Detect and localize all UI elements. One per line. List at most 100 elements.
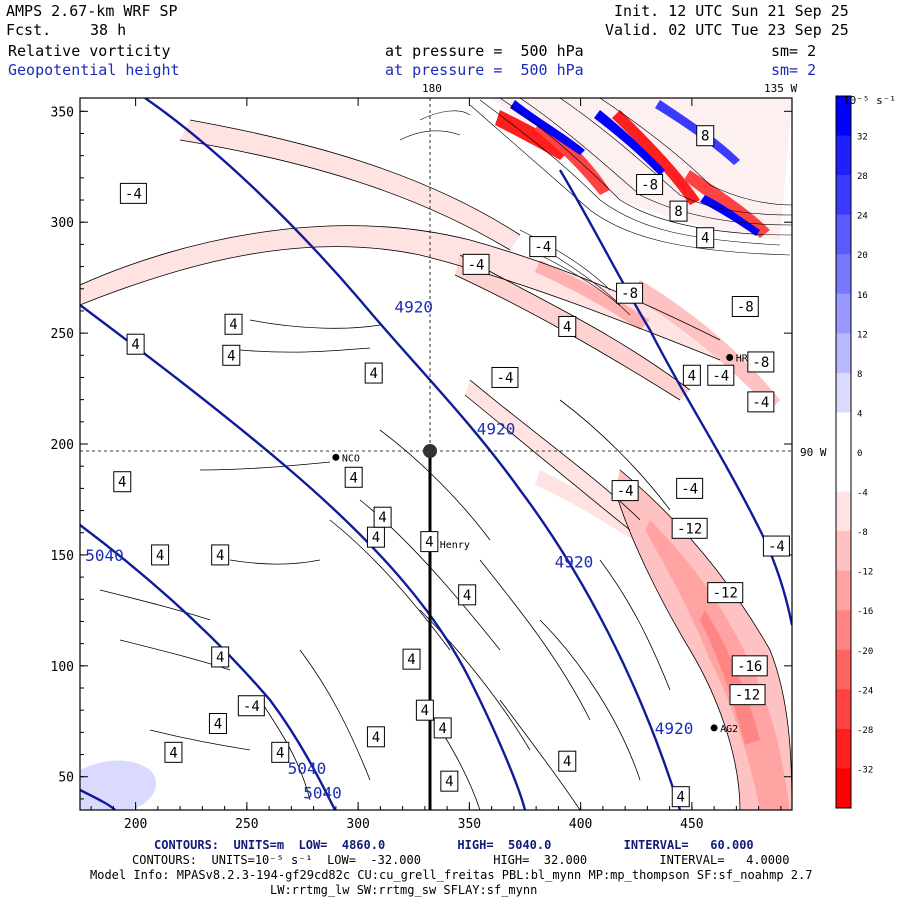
vorticity-label-text: 4 [677,790,685,806]
valid-time: Valid. 02 UTC Tue 23 Sep 25 [605,21,849,39]
x-tick-label: 400 [569,817,592,832]
axis-tick-labels: 200 250 300 350 400 450 350 300 250 200 150 100 50 [51,105,704,832]
vorticity-label-box [151,544,170,566]
vorticity-label-text: -12 [713,586,738,602]
vorticity-label-text: 4 [349,470,357,486]
footer-height-contours: CONTOURS: UNITS=m LOW= 4860.0 HIGH= 5040… [154,838,754,852]
vorticity-label-text: 4 [463,588,471,604]
vorticity-label-text: -4 [468,257,485,273]
vorticity-label-box [420,531,439,553]
vorticity-label-box [747,391,775,413]
colorbar-swatch [836,728,851,769]
vorticity-label-text: -4 [712,368,729,384]
forecast-label: Fcst. [6,21,52,39]
vorticity-label-box [696,227,715,249]
footer-model-info: Model Info: MPASv8.2.3-194-gf29cd82c CU:… [90,868,813,882]
vorticity-label-text: 4 [407,652,415,668]
colorbar-level: -8 [857,528,868,538]
field2-level: at pressure = 500 hPa [385,61,584,79]
station-dot [710,724,718,732]
vorticity-label: -12 [729,684,766,706]
colorbar-level: 16 [857,291,868,301]
vorticity-label-text: -4 [617,484,634,500]
vorticity-label-text: 4 [563,754,571,770]
field1-level: at pressure = 500 hPa [385,42,584,60]
vorticity-band [80,760,157,810]
vorticity-label-box [669,200,688,222]
vorticity-label-box [373,506,392,528]
vorticity-band [700,195,760,236]
height-label: 4920 [555,553,594,572]
vorticity-label: 4 [402,648,421,670]
vorticity-band [700,610,760,745]
vorticity-label-text: 4 [438,721,446,737]
station-dot [726,354,734,362]
vorticity-label-box [731,295,759,317]
y-tick-label: 150 [51,549,74,564]
vorticity-label-box [222,344,241,366]
vorticity-label-box [558,315,577,337]
vorticity-label-text: 4 [276,745,284,761]
colorbar-level: 4 [857,409,862,419]
x-tick-label: 250 [235,817,258,832]
vorticity-band [465,380,640,530]
vorticity-label-box [611,480,639,502]
vorticity-label-box [491,366,519,388]
vorticity-label: -4 [119,182,147,204]
y-tick-label: 350 [51,105,74,120]
vorticity-label: 4 [415,699,434,721]
vorticity-band [684,170,770,238]
vorticity-label-box [208,712,227,734]
vorticity-label: -12 [707,582,744,604]
vorticity-label: -8 [616,282,644,304]
footer-vorticity-contours: CONTOURS: UNITS=10⁻⁵ s⁻¹ LOW= -32.000 HI… [132,853,790,867]
vorticity-label: 4 [558,315,577,337]
vorticity-label-text: -4 [752,395,769,411]
vorticity-label: 4 [211,544,230,566]
height-label: 5040 [303,783,342,802]
station-name: NCO [342,453,360,464]
vorticity-label: -4 [462,253,490,275]
colorbar-swatch [836,531,851,572]
vorticity-label: 4 [366,526,385,548]
vorticity-band [612,110,700,205]
x-tick-label: 200 [124,817,147,832]
vorticity-label: 4 [682,364,701,386]
colorbar-swatch [836,452,851,493]
vorticity-label-box [529,236,557,258]
colorbar-swatch [836,135,851,176]
forecast-value: 38 h [90,21,127,39]
vorticity-band [594,110,665,176]
colorbar-swatch [836,649,851,690]
x-tick-label: 450 [680,817,703,832]
vorticity-label: -4 [237,695,265,717]
colorbar-level: -24 [857,686,873,696]
vorticity-label-box [696,125,715,147]
vorticity-label: 4 [558,750,577,772]
vorticity-label-box [462,253,490,275]
colorbar-swatch [836,570,851,611]
vorticity-label-text: 4 [227,348,235,364]
vorticity-label: 4 [458,584,477,606]
colorbar-swatch [836,689,851,730]
vorticity-label-text: -4 [534,240,551,256]
vorticity-label-box [731,655,768,677]
vorticity-label-text: 4 [156,548,164,564]
vorticity-label: -4 [529,236,557,258]
vorticity-label: -4 [762,535,790,557]
vorticity-label-text: -8 [621,286,638,302]
vorticity-label: 4 [271,741,290,763]
axis-ticks [80,98,792,810]
colorbar-swatch [836,293,851,334]
height-label: 5040 [288,759,327,778]
vorticity-label-text: 4 [688,368,696,384]
init-time: Init. 12 UTC Sun 21 Sep 25 [614,2,849,20]
colorbar-level: 28 [857,172,868,182]
vorticity-label: 4 [364,362,383,384]
vorticity-contours [80,119,792,810]
vorticity-label-text: -4 [768,539,785,555]
vorticity-label-text: 4 [216,548,224,564]
vorticity-label-box [113,471,132,493]
